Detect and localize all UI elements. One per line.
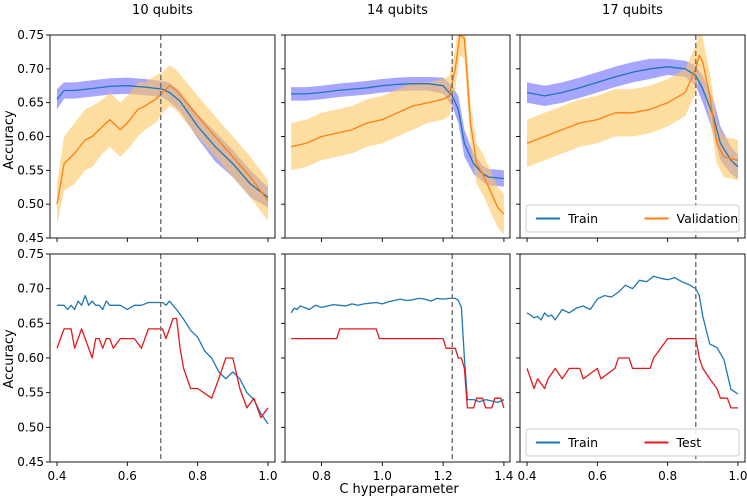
legend-label: Test	[676, 435, 702, 450]
y-tick-label: 0.50	[17, 197, 44, 211]
band-validation	[57, 65, 268, 225]
x-tick-label: 1.2	[434, 469, 453, 483]
series-train-line	[526, 66, 739, 168]
plot-area	[56, 35, 269, 238]
plot-area	[526, 254, 739, 462]
x-tick-label: 0.8	[312, 469, 331, 483]
y-tick-label: 0.60	[17, 351, 44, 365]
series-validation-line	[56, 85, 269, 205]
x-tick-label: 0.6	[588, 469, 607, 483]
x-tick-label: 1.0	[373, 469, 392, 483]
y-tick-label: 0.50	[17, 420, 44, 434]
legend: Train Validation	[525, 204, 740, 233]
y-tick-label: 0.45	[17, 231, 44, 245]
band-validation	[527, 35, 738, 181]
x-tick-label: 0.4	[47, 469, 66, 483]
y-tick-label: 0.55	[17, 386, 44, 400]
y-tick-label: 0.75	[17, 247, 44, 261]
band-validation	[291, 35, 504, 235]
panel-bottom-10: 0.4 0.6 0.8 1.0 0.45 0.50 0.55 0.60 0.65 0.70 0.75	[17, 247, 277, 483]
panel-bottom-17: 0.4 0.6 0.8 1.0 Train Test	[516, 253, 747, 483]
chart-title: 17 qubits	[602, 3, 663, 18]
x-tick-label: 1.0	[258, 469, 277, 483]
legend: Train Test	[525, 428, 740, 457]
plot-area	[290, 254, 505, 462]
y-tick-label: 0.55	[17, 163, 44, 177]
panel-top-17: 17 qubits Train Validation	[516, 3, 746, 242]
series-train-line	[291, 83, 504, 180]
x-tick-label: 1.0	[728, 469, 747, 483]
series-validation-line	[526, 54, 739, 161]
series-train-line	[57, 294, 269, 425]
legend-label: Validation	[677, 211, 739, 226]
axes-frame	[284, 253, 511, 463]
series-train-line	[526, 275, 739, 395]
chart-title: 14 qubits	[367, 3, 428, 18]
axes-frame	[49, 253, 276, 463]
y-tick-label: 0.60	[17, 130, 44, 144]
x-tick-label: 0.4	[517, 469, 536, 483]
plot-area	[290, 35, 505, 238]
x-axis-label: C hyperparameter	[339, 482, 459, 497]
y-tick-label: 0.65	[17, 96, 44, 110]
band-train	[527, 58, 738, 180]
y-tick-label: 0.65	[17, 316, 44, 330]
x-tick-label: 1.4	[494, 469, 513, 483]
plot-area	[56, 254, 269, 462]
panel-top-10: 0.45 0.50 0.55 0.60 0.65 0.70 0.75 10 qubits	[17, 3, 276, 245]
y-tick-label: 0.70	[17, 62, 44, 76]
series-train-line	[56, 85, 269, 198]
legend-label: Train	[567, 211, 598, 226]
series-test-line	[291, 328, 505, 409]
y-tick-label: 0.45	[17, 455, 44, 469]
y-axis-label-top: Accuracy	[2, 110, 17, 170]
panel-bottom-14: 0.8 1.0 1.2 1.4	[281, 253, 513, 483]
y-axis-label-bottom: Accuracy	[2, 329, 17, 389]
series-validation-line	[290, 35, 505, 215]
series-train-line	[290, 297, 505, 404]
y-tick-label: 0.75	[17, 28, 44, 42]
x-tick-label: 0.6	[118, 469, 137, 483]
series-test-line	[56, 317, 269, 419]
x-tick-label: 0.8	[188, 469, 207, 483]
panel-top-14: 14 qubits	[281, 3, 511, 242]
plot-area	[526, 35, 739, 238]
legend-label: Train	[567, 435, 598, 450]
legend-box	[525, 428, 740, 457]
legend-box	[525, 204, 740, 233]
x-tick-label: 0.8	[658, 469, 677, 483]
chart-title: 10 qubits	[132, 3, 193, 18]
series-test-line	[526, 337, 738, 409]
y-tick-label: 0.70	[17, 282, 44, 296]
